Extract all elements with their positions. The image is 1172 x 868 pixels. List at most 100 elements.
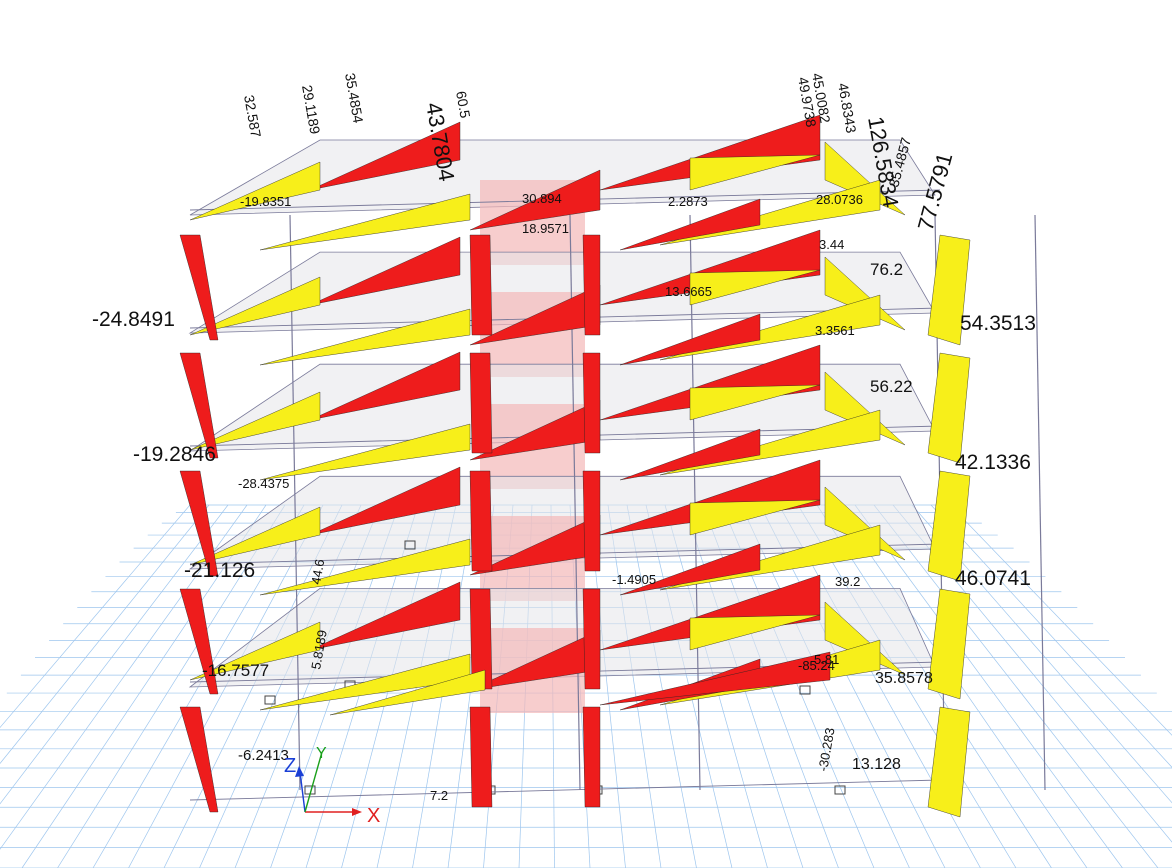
right-value-label: 46.0741 [955,567,1031,590]
interior-value-label: 18.9571 [522,221,569,236]
grid-line [0,504,229,805]
moment-diagram [189,506,321,566]
grid-line [0,504,191,729]
right-value-label: 42.1336 [955,451,1031,474]
left-value-label: -16.7577 [202,661,269,680]
interior-value-label: 5.81 [814,652,839,667]
column-moment-diagram [582,588,601,690]
support-symbol [834,785,846,795]
grid-line [0,504,210,765]
right-value-label: 76.2 [870,260,903,279]
moment-diagram [469,169,601,231]
interior-value-label: 3.44 [819,237,844,252]
column-line [1034,214,1046,791]
left-value-label: -19.2846 [133,443,216,466]
column-moment-diagram [582,352,601,454]
interior-value-label: 39.2 [835,574,860,589]
right-value-label: 56.22 [870,377,913,396]
interior-value-label: 5.8189 [308,629,330,671]
column-moment-diagram [469,588,493,690]
moment-diagram [689,269,821,306]
right-value-label: 35.8578 [875,670,933,687]
left-value-label: -21.126 [184,559,255,582]
support-symbol [264,695,276,705]
column-moment-diagram [927,470,971,582]
column-moment-diagram [582,706,601,808]
column-moment-diagram [179,470,219,577]
column-moment-diagram [927,588,971,700]
beam-line [189,779,941,801]
interior-value-label: -30.283 [815,726,837,772]
moment-diagram [259,653,471,711]
moment-diagram [619,198,761,251]
column-moment-diagram [469,706,493,808]
grid-line [949,504,1172,736]
moment-diagram [189,391,321,451]
interior-value-label: 44.6 [308,558,327,586]
moment-diagram [189,621,321,681]
column-moment-diagram [179,588,219,695]
column-moment-diagram [582,470,601,572]
interior-value-label: 30.894 [522,191,562,206]
moment-diagram [309,121,461,191]
top-value-label: 32.587 [241,94,264,139]
moment-diagram [689,614,821,651]
moment-diagram [309,466,461,536]
moment-diagram [309,236,461,306]
moment-diagrams [179,114,971,818]
x-axis-label: X [367,805,380,827]
interior-value-label: -19.8351 [240,194,291,209]
column-moment-diagram [469,234,493,336]
top-value-label: 35.4854 [342,72,367,125]
moment-diagram [309,581,461,651]
left-value-label: -24.8491 [92,308,175,331]
grid-line [607,504,662,868]
moment-diagram [599,651,831,706]
moment-diagram [259,193,471,251]
interior-value-label: -28.4375 [238,476,289,491]
column-moment-diagram [927,352,971,464]
y-axis-label: Y [316,745,327,762]
moment-diagram [259,538,471,596]
moment-diagram [309,351,461,421]
moment-diagram [329,669,486,716]
grid-line [911,504,1172,804]
moment-diagram [689,499,821,536]
top-value-label: 46.8343 [835,82,860,135]
right-value-label: 13.128 [852,756,901,773]
moment-diagram [689,384,821,421]
interior-value-label: 28.0736 [816,192,863,207]
moment-diagram [189,161,321,221]
column-moment-diagram [469,470,493,572]
z-axis-label: Z [284,755,296,777]
interior-value-label: 13.6665 [665,284,712,299]
left-value-label: -6.2413 [238,747,289,764]
column-moment-diagram [469,352,493,454]
moment-diagram [619,428,761,481]
interior-value-label: 3.3561 [815,323,855,338]
moment-diagram [619,313,761,366]
interior-value-label: -85.24 [798,658,835,673]
top-value-label: 29.1189 [299,84,323,136]
column-moment-diagram [179,234,219,341]
moment-diagram [259,308,471,366]
moment-diagram [689,154,821,191]
column-moment-diagram [927,706,971,818]
column-moment-diagram [179,352,219,459]
top-value-label: 60.5 [453,90,474,120]
moment-diagram [259,423,471,481]
support-symbol [404,540,416,550]
right-value-label: 54.3513 [960,312,1036,335]
column-moment-diagram [582,234,601,336]
moment-diagram [189,276,321,336]
column-moment-diagram [179,706,219,813]
column-moment-diagram [927,234,971,346]
axis-triad: X Z Y [284,745,380,827]
interior-value-label: -1.4905 [612,572,656,587]
moment-diagram [619,543,761,596]
support-symbol [799,685,811,695]
interior-value-label: 7.2 [430,788,448,803]
grid-line [930,504,1172,768]
interior-value-label: 2.2873 [668,194,708,209]
